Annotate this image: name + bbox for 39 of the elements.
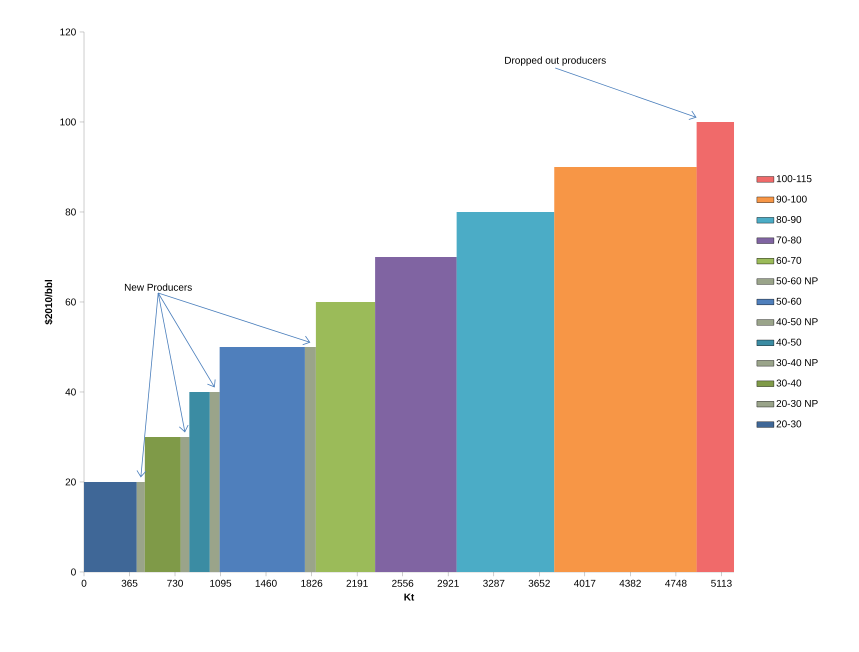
x-tick-label: 0 xyxy=(82,580,86,587)
legend-label: 50-60 xyxy=(776,298,802,305)
y-axis-title: $2010/bbl xyxy=(44,280,53,325)
legend-label: 80-90 xyxy=(776,216,802,224)
annotation: Dropped out producers xyxy=(505,56,606,66)
legend-label: 90-100 xyxy=(776,196,807,203)
y-tick-label: 0 xyxy=(71,568,76,576)
annotation: New Producers xyxy=(124,283,192,291)
x-tick-label: 3287 xyxy=(483,580,504,587)
x-tick-label: 2921 xyxy=(438,580,459,587)
y-tick-label: 60 xyxy=(66,298,76,306)
x-tick-label: 4748 xyxy=(665,580,687,587)
x-tick-label: 365 xyxy=(122,580,138,587)
x-axis-title: Kt xyxy=(404,594,414,601)
legend-label: 30-40 NP xyxy=(776,359,818,366)
y-tick-label: 120 xyxy=(60,28,76,36)
x-tick-label: 1095 xyxy=(210,580,232,587)
x-tick-label: 730 xyxy=(167,580,183,587)
legend-label: 50-60 NP xyxy=(776,277,818,284)
x-tick-label: 5113 xyxy=(711,580,732,587)
y-tick-label: 100 xyxy=(60,118,76,126)
legend-label: 70-80 xyxy=(776,236,802,244)
y-tick-label: 80 xyxy=(66,208,76,216)
x-tick-label: 1826 xyxy=(301,580,322,587)
legend-label: 30-40 xyxy=(776,380,802,387)
y-tick-label: 40 xyxy=(65,388,76,396)
legend-label: 40-50 NP xyxy=(776,318,818,326)
x-tick-label: 4017 xyxy=(574,580,596,587)
legend-label: 40-50 xyxy=(776,338,802,346)
y-tick-label: 20 xyxy=(66,478,76,486)
x-tick-label: 3652 xyxy=(528,580,550,587)
x-tick-label: 2191 xyxy=(346,580,368,587)
x-tick-label: 4382 xyxy=(619,580,641,587)
legend-label: 20-30 NP xyxy=(776,400,818,407)
x-tick-label: 1460 xyxy=(256,580,277,587)
legend-label: 60-70 xyxy=(776,256,802,264)
legend-label: 100-115 xyxy=(776,175,812,182)
legend-label: 20-30 xyxy=(776,420,802,428)
x-tick-label: 2556 xyxy=(392,580,414,587)
